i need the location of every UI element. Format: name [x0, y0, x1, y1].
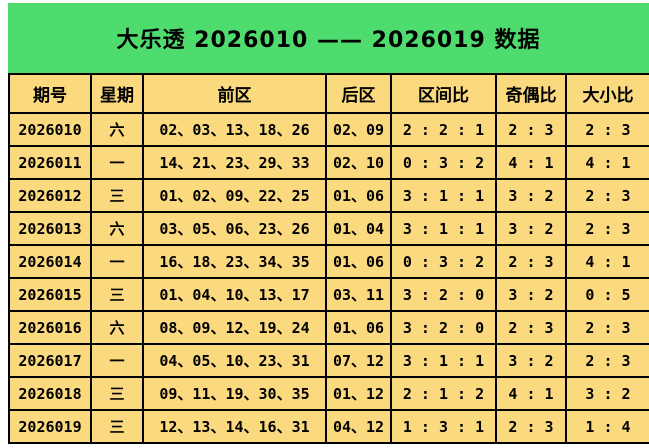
cell-day: 六: [90, 211, 144, 246]
cell-front: 08、09、12、19、24: [142, 310, 327, 345]
column-header-odd-even: 奇偶比: [495, 73, 567, 114]
cell-big-small: 1 : 4: [565, 409, 649, 444]
lottery-data-table: 期号 星期 前区 后区 区间比 奇偶比 大小比 2026010 六 02、03、13、18、26…: [8, 73, 649, 444]
cell-front: 01、04、10、13、17: [142, 277, 327, 312]
cell-odd-even: 2 : 3: [495, 244, 567, 279]
cell-front: 14、21、23、29、33: [142, 145, 327, 180]
cell-big-small: 2 : 3: [565, 343, 649, 378]
cell-odd-even: 3 : 2: [495, 343, 567, 378]
cell-issue: 2026011: [8, 145, 92, 180]
cell-big-small: 4 : 1: [565, 244, 649, 279]
cell-interval: 0 : 3 : 2: [390, 145, 497, 180]
column-header-big-small: 大小比: [565, 73, 649, 114]
cell-interval: 3 : 1 : 1: [390, 178, 497, 213]
cell-day: 三: [90, 409, 144, 444]
cell-front: 16、18、23、34、35: [142, 244, 327, 279]
cell-back: 01、04: [325, 211, 392, 246]
cell-back: 01、06: [325, 244, 392, 279]
column-header-issue: 期号: [8, 73, 92, 114]
cell-big-small: 2 : 3: [565, 211, 649, 246]
cell-big-small: 2 : 3: [565, 112, 649, 147]
cell-day: 一: [90, 244, 144, 279]
cell-issue: 2026018: [8, 376, 92, 411]
cell-back: 01、12: [325, 376, 392, 411]
cell-interval: 3 : 2 : 0: [390, 277, 497, 312]
cell-big-small: 4 : 1: [565, 145, 649, 180]
cell-odd-even: 4 : 1: [495, 145, 567, 180]
cell-day: 三: [90, 376, 144, 411]
cell-big-small: 2 : 3: [565, 310, 649, 345]
cell-odd-even: 3 : 2: [495, 211, 567, 246]
cell-odd-even: 3 : 2: [495, 178, 567, 213]
cell-interval: 1 : 3 : 1: [390, 409, 497, 444]
column-header-day: 星期: [90, 73, 144, 114]
table-head: 期号 星期 前区 后区 区间比 奇偶比 大小比: [8, 73, 649, 114]
cell-interval: 3 : 1 : 1: [390, 211, 497, 246]
column-header-interval: 区间比: [390, 73, 497, 114]
column-header-back: 后区: [325, 73, 392, 114]
cell-front: 03、05、06、23、26: [142, 211, 327, 246]
cell-issue: 2026016: [8, 310, 92, 345]
cell-front: 01、02、09、22、25: [142, 178, 327, 213]
cell-issue: 2026010: [8, 112, 92, 147]
cell-day: 六: [90, 112, 144, 147]
cell-odd-even: 2 : 3: [495, 112, 567, 147]
cell-back: 01、06: [325, 178, 392, 213]
cell-back: 03、11: [325, 277, 392, 312]
cell-odd-even: 2 : 3: [495, 310, 567, 345]
cell-back: 02、09: [325, 112, 392, 147]
cell-day: 一: [90, 343, 144, 378]
cell-interval: 3 : 1 : 1: [390, 343, 497, 378]
cell-day: 三: [90, 277, 144, 312]
title-banner: 大乐透 2026010 —— 2026019 数据: [8, 3, 649, 73]
cell-back: 04、12: [325, 409, 392, 444]
header-row: 期号 星期 前区 后区 区间比 奇偶比 大小比: [8, 73, 649, 114]
cell-issue: 2026014: [8, 244, 92, 279]
cell-issue: 2026015: [8, 277, 92, 312]
cell-issue: 2026019: [8, 409, 92, 444]
cell-odd-even: 3 : 2: [495, 277, 567, 312]
cell-interval: 2 : 2 : 1: [390, 112, 497, 147]
cell-interval: 0 : 3 : 2: [390, 244, 497, 279]
cell-front: 09、11、19、30、35: [142, 376, 327, 411]
cell-issue: 2026017: [8, 343, 92, 378]
cell-day: 一: [90, 145, 144, 180]
cell-big-small: 3 : 2: [565, 376, 649, 411]
cell-issue: 2026013: [8, 211, 92, 246]
column-header-front: 前区: [142, 73, 327, 114]
cell-interval: 3 : 2 : 0: [390, 310, 497, 345]
cell-front: 02、03、13、18、26: [142, 112, 327, 147]
cell-day: 三: [90, 178, 144, 213]
cell-issue: 2026012: [8, 178, 92, 213]
cell-big-small: 0 : 5: [565, 277, 649, 312]
cell-back: 07、12: [325, 343, 392, 378]
cell-odd-even: 2 : 3: [495, 409, 567, 444]
cell-interval: 2 : 1 : 2: [390, 376, 497, 411]
cell-back: 01、06: [325, 310, 392, 345]
cell-odd-even: 4 : 1: [495, 376, 567, 411]
cell-back: 02、10: [325, 145, 392, 180]
page-title: 大乐透 2026010 —— 2026019 数据: [116, 28, 541, 53]
cell-day: 六: [90, 310, 144, 345]
cell-front: 12、13、14、16、31: [142, 409, 327, 444]
cell-front: 04、05、10、23、31: [142, 343, 327, 378]
cell-big-small: 2 : 3: [565, 178, 649, 213]
